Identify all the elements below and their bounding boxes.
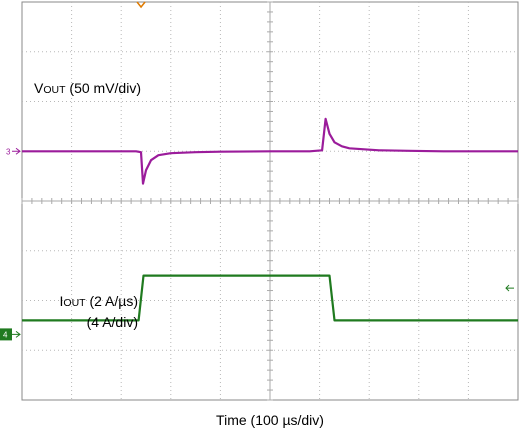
vout-label-v: V [34, 80, 44, 96]
channel-4-marker-label: 4 [3, 330, 8, 339]
vout-label: VOUT (50 mV/div) [34, 80, 141, 96]
vout-label-sub: OUT [43, 84, 66, 96]
vout-label-scale: (50 mV/div) [66, 80, 141, 96]
iout-label-i: I [60, 293, 64, 309]
trigger-marker [136, 1, 146, 9]
iout-label-line2: (4 A/div) [87, 314, 138, 330]
markers: 34 [0, 1, 514, 341]
channel-4-marker-arrow [12, 331, 21, 338]
traces [22, 117, 518, 322]
iout-label-sub: OUT [63, 297, 86, 309]
trigger-level-arrow [505, 284, 514, 292]
trace-iout [22, 274, 518, 322]
x-axis-label: Time (100 µs/div) [216, 412, 324, 428]
channel-3-marker-label: 3 [6, 147, 11, 156]
channel-3-marker-arrow [12, 147, 21, 155]
iout-label-line1: IOUT (2 A/µs) [60, 293, 138, 309]
channel-4-marker-box [0, 328, 12, 341]
iout-label-rate: (2 A/µs) [86, 293, 138, 309]
trace-vout [22, 117, 518, 185]
